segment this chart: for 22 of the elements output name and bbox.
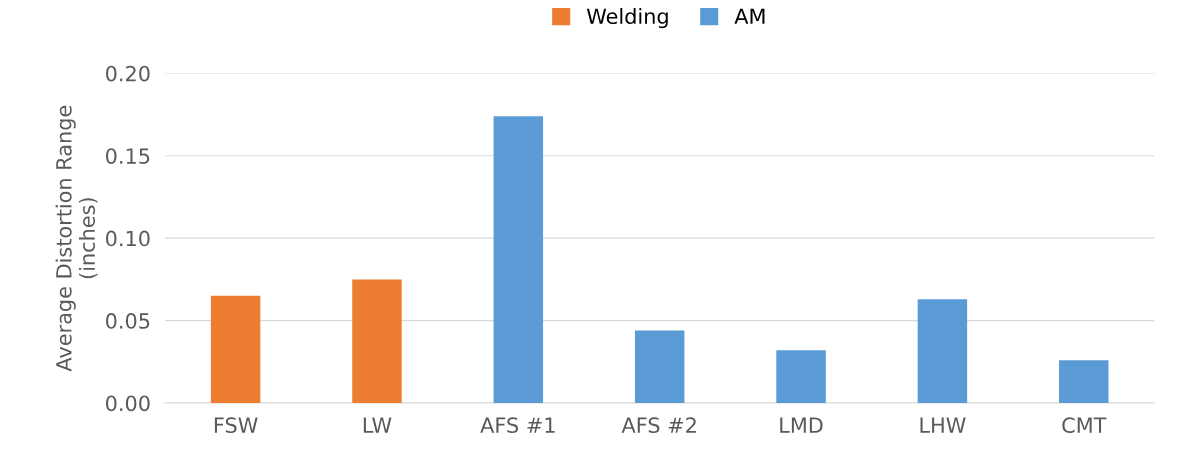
y-tick-label: 0.10 [106, 230, 150, 247]
x-tick-label: CMT [1062, 417, 1107, 434]
x-tick-label: AFS #1 [480, 417, 555, 434]
bar [776, 350, 826, 404]
y-tick-label: 0.15 [106, 148, 150, 164]
bar [917, 299, 968, 404]
x-tick-label: LHW [920, 417, 966, 433]
x-tick-label: FSW [214, 417, 258, 434]
legend-label: AM [734, 8, 765, 24]
y-tick-label: 0.05 [106, 313, 150, 329]
bar [493, 116, 544, 404]
y-tick-label: 0.20 [106, 65, 150, 82]
y-tick-label: 0.00 [106, 395, 150, 412]
bar [210, 295, 261, 404]
bar [1059, 360, 1109, 404]
x-tick-label: LW [363, 417, 392, 433]
x-tick-label: AFS #2 [621, 417, 696, 434]
y-axis-title: Average Distortion Range (inches) [55, 105, 98, 372]
legend-label: Welding [586, 7, 668, 29]
bar [352, 279, 402, 404]
bar [634, 330, 685, 404]
x-tick-label: LMD [780, 417, 823, 433]
